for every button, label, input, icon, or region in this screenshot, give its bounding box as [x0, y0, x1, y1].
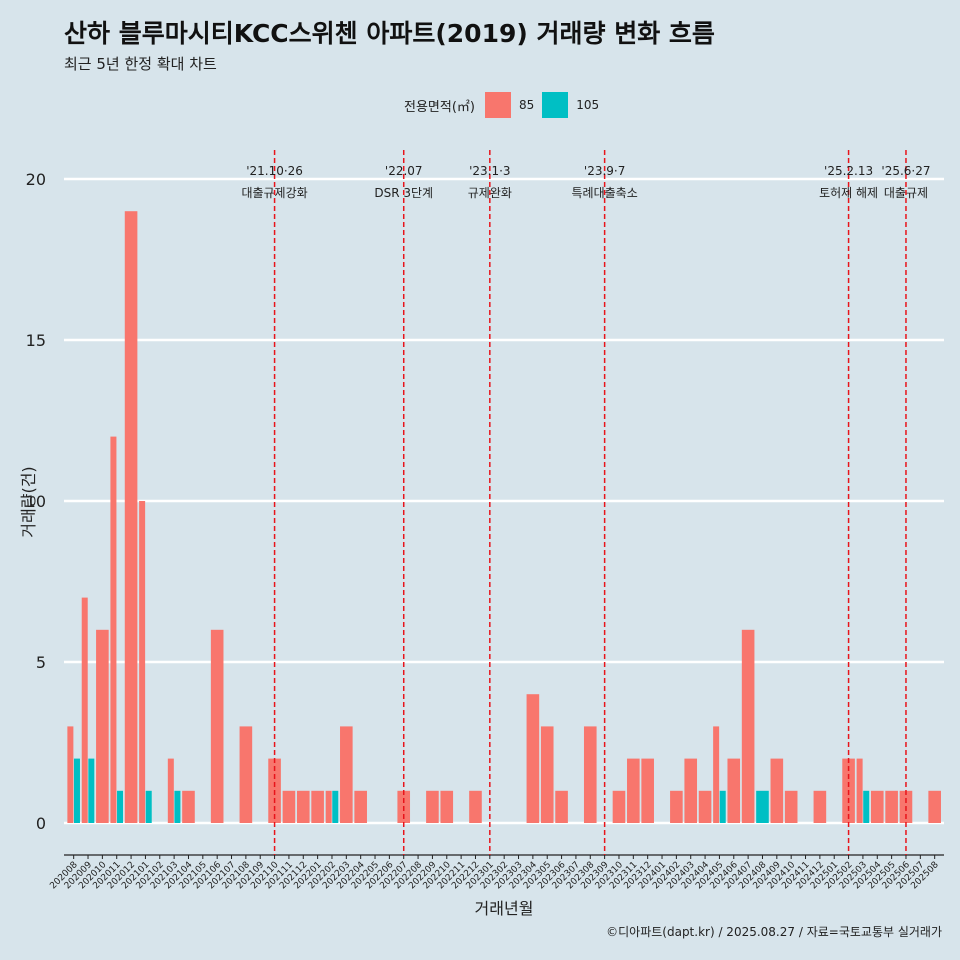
bar-85: [469, 790, 482, 823]
y-tick-label: 5: [36, 653, 46, 672]
bar-85: [282, 790, 296, 823]
event-text-label: 대출규제: [884, 186, 928, 200]
bar-85: [526, 694, 540, 823]
bar-85: [340, 726, 353, 823]
source-caption: ©디아파트(dapt.kr) / 2025.08.27 / 자료=국토교통부 실…: [606, 925, 942, 939]
bar-85: [139, 501, 146, 823]
bar-85: [870, 790, 884, 823]
bar-85: [96, 629, 109, 823]
bar-85: [167, 758, 174, 823]
bar-105: [332, 790, 339, 823]
bar-85: [698, 790, 712, 823]
bar-85: [784, 790, 798, 823]
event-date-label: '22.07: [385, 164, 423, 178]
bar-85: [124, 211, 138, 823]
bar-85: [325, 790, 332, 823]
y-tick-label: 0: [36, 814, 46, 833]
bar-85: [612, 790, 626, 823]
event-date-label: '25.6·27: [881, 164, 930, 178]
bar-85: [741, 629, 755, 823]
bar-85: [583, 726, 597, 823]
bar-85: [727, 758, 741, 823]
bar-105: [756, 790, 769, 823]
y-axis-title: 거래량(건): [19, 466, 38, 537]
chart-title: 산하 블루마시티KCC스위첸 아파트(2019) 거래량 변화 흐름: [64, 19, 715, 48]
legend-label-85: 85: [518, 98, 535, 112]
bar-85: [684, 758, 698, 823]
bar-85: [110, 436, 117, 823]
legend-key-105: [542, 92, 569, 118]
bar-105: [174, 790, 181, 823]
bar-85: [81, 597, 88, 823]
x-axis-title: 거래년월: [475, 899, 534, 918]
event-date-label: '21.10·26: [246, 164, 303, 178]
bar-85: [354, 790, 367, 823]
event-date-label: '23.1·3: [469, 164, 510, 178]
event-date-label: '23.9·7: [584, 164, 625, 178]
chart-subtitle: 최근 5년 한정 확대 차트: [64, 55, 217, 73]
bar-85: [627, 758, 640, 823]
bar-85: [641, 758, 654, 823]
bar-85: [856, 758, 863, 823]
bar-85: [885, 790, 898, 823]
y-tick-label: 15: [26, 331, 46, 350]
legend-key-85: [484, 92, 511, 118]
bar-85: [813, 790, 827, 823]
legend-title: 전용면적(㎡): [404, 99, 475, 115]
bar-85: [440, 790, 454, 823]
bar-105: [117, 790, 124, 823]
event-text-label: 특례대출축소: [572, 186, 638, 200]
bar-85: [540, 726, 554, 823]
legend-item-105: 105: [542, 92, 599, 118]
y-tick-label: 20: [26, 170, 46, 189]
bar-85: [182, 790, 195, 823]
bar-85: [928, 790, 941, 823]
bar-85: [296, 790, 310, 823]
bar-105: [88, 758, 95, 823]
bar-105: [73, 758, 80, 823]
bar-85: [210, 629, 224, 823]
event-text-label: 토허제 해제: [819, 186, 878, 200]
legend: 전용면적(㎡) 85 105: [404, 92, 607, 118]
bar-105: [863, 790, 870, 823]
legend-label-105: 105: [576, 98, 600, 112]
event-text-label: 대출규제강화: [241, 186, 307, 200]
event-text-label: 규제완화: [468, 186, 512, 200]
bar-85: [713, 726, 720, 823]
legend-item-85: 85: [484, 92, 535, 118]
bar-105: [719, 790, 726, 823]
bar-85: [670, 790, 683, 823]
event-date-label: '25.2.13: [824, 164, 873, 178]
bar-85: [770, 758, 784, 823]
bar-85: [311, 790, 324, 823]
bar-85: [426, 790, 439, 823]
bar-85: [239, 726, 253, 823]
event-text-label: DSR 3단계: [374, 186, 433, 200]
bar-85: [555, 790, 568, 823]
bar-105: [145, 790, 152, 823]
y-tick-label: 10: [26, 492, 46, 511]
bar-85: [67, 726, 74, 823]
